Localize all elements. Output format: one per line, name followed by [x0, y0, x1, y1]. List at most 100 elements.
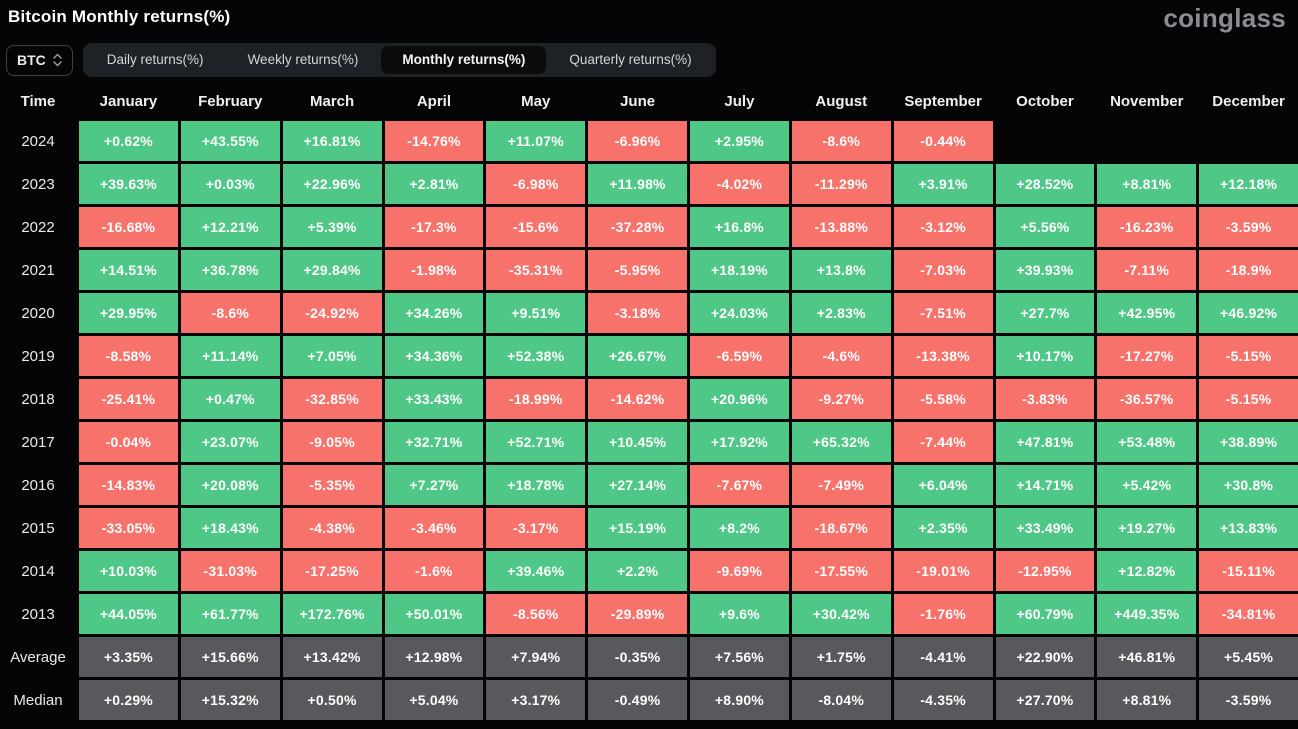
return-cell: -34.81% — [1199, 594, 1298, 634]
return-cell: +3.17% — [486, 680, 586, 720]
return-cell: +27.7% — [995, 293, 1095, 333]
return-cell: -4.41% — [893, 637, 993, 677]
return-cell: +5.56% — [995, 207, 1095, 247]
return-cell: -4.02% — [690, 164, 789, 204]
return-cell: +39.63% — [79, 164, 178, 204]
return-cell: +1.75% — [791, 637, 891, 677]
return-cell: +30.42% — [791, 594, 891, 634]
tab-daily-returns[interactable]: Daily returns(%) — [86, 46, 225, 74]
return-cell: -31.03% — [180, 551, 280, 591]
return-cell: +39.93% — [995, 250, 1095, 290]
return-cell: +8.2% — [690, 508, 789, 548]
return-cell: -5.15% — [1199, 336, 1298, 376]
return-cell: +52.71% — [486, 422, 586, 462]
return-cell: +2.83% — [791, 293, 891, 333]
month-column-header: June — [620, 92, 656, 110]
return-cell: +18.43% — [180, 508, 280, 548]
return-cell: +33.49% — [995, 508, 1095, 548]
return-cell: -15.6% — [486, 207, 586, 247]
return-cell: -35.31% — [486, 250, 586, 290]
return-cell: +15.32% — [180, 680, 280, 720]
return-cell: +12.21% — [180, 207, 280, 247]
return-cell: -14.62% — [588, 379, 687, 419]
row-label: Average — [10, 648, 66, 666]
return-cell: +3.91% — [893, 164, 993, 204]
return-cell: +52.38% — [486, 336, 586, 376]
return-cell: +172.76% — [282, 594, 382, 634]
return-cell: +10.17% — [995, 336, 1095, 376]
return-cell: +6.04% — [893, 465, 993, 505]
return-cell: +22.96% — [282, 164, 382, 204]
return-cell: -16.23% — [1097, 207, 1197, 247]
return-cell: +2.81% — [384, 164, 484, 204]
controls-row: BTC Daily returns(%) Weekly returns(%) M… — [0, 42, 1298, 78]
return-cell: +10.03% — [79, 551, 178, 591]
return-cell: -32.85% — [282, 379, 382, 419]
row-label: 2014 — [21, 562, 55, 580]
return-cell: +53.48% — [1097, 422, 1197, 462]
return-cell: -5.35% — [282, 465, 382, 505]
return-cell: +13.83% — [1199, 508, 1298, 548]
return-cell: +0.03% — [180, 164, 280, 204]
return-cell: +10.45% — [588, 422, 687, 462]
month-column-header: May — [521, 92, 551, 110]
return-cell: +11.14% — [180, 336, 280, 376]
month-column-header: August — [815, 92, 868, 110]
return-cell: -8.58% — [79, 336, 178, 376]
return-cell: -7.03% — [893, 250, 993, 290]
return-cell: +9.6% — [690, 594, 789, 634]
return-cell: -37.28% — [588, 207, 687, 247]
return-cell: +28.52% — [995, 164, 1095, 204]
return-cell: +20.96% — [690, 379, 789, 419]
month-column-header: November — [1110, 92, 1184, 110]
row-label: 2019 — [21, 347, 55, 365]
return-cell: -1.76% — [893, 594, 993, 634]
return-cell: +2.2% — [588, 551, 687, 591]
return-cell: +39.46% — [486, 551, 586, 591]
return-cell: -0.49% — [588, 680, 687, 720]
return-cell: -17.55% — [791, 551, 891, 591]
period-tabs: Daily returns(%) Weekly returns(%) Month… — [82, 43, 716, 77]
row-label: 2023 — [21, 175, 55, 193]
return-cell: +2.35% — [893, 508, 993, 548]
return-cell: +34.36% — [384, 336, 484, 376]
return-cell: -19.01% — [893, 551, 993, 591]
return-cell: -7.11% — [1097, 250, 1197, 290]
return-cell: +12.82% — [1097, 551, 1197, 591]
return-cell: -12.95% — [995, 551, 1095, 591]
tab-weekly-returns[interactable]: Weekly returns(%) — [227, 46, 380, 74]
return-cell: +8.81% — [1097, 680, 1197, 720]
return-cell: +18.19% — [690, 250, 789, 290]
return-cell: +30.8% — [1199, 465, 1298, 505]
return-cell: +24.03% — [690, 293, 789, 333]
return-cell — [1097, 121, 1196, 161]
return-cell: -4.35% — [893, 680, 993, 720]
return-cell: -8.04% — [791, 680, 891, 720]
return-cell: +9.51% — [486, 293, 586, 333]
return-cell: +34.26% — [384, 293, 484, 333]
return-cell: -1.6% — [384, 551, 484, 591]
return-cell — [1199, 121, 1298, 161]
return-cell: -3.59% — [1199, 680, 1298, 720]
return-cell: +15.19% — [588, 508, 687, 548]
return-cell: +33.43% — [384, 379, 484, 419]
return-cell: +5.45% — [1199, 637, 1298, 677]
return-cell: -33.05% — [79, 508, 178, 548]
tab-monthly-returns[interactable]: Monthly returns(%) — [381, 46, 547, 74]
row-label: 2017 — [21, 433, 55, 451]
return-cell: +18.78% — [486, 465, 586, 505]
tab-quarterly-returns[interactable]: Quarterly returns(%) — [548, 46, 712, 74]
return-cell: +0.62% — [79, 121, 178, 161]
return-cell: -9.69% — [690, 551, 789, 591]
return-cell: -6.59% — [690, 336, 789, 376]
return-cell: +20.08% — [180, 465, 280, 505]
coin-select[interactable]: BTC — [6, 44, 73, 76]
return-cell: +61.77% — [180, 594, 280, 634]
coin-select-label: BTC — [17, 52, 46, 68]
return-cell: +38.89% — [1199, 422, 1298, 462]
return-cell: +65.32% — [791, 422, 891, 462]
month-column-header: July — [724, 92, 755, 110]
return-cell: -4.38% — [282, 508, 382, 548]
return-cell: -17.27% — [1097, 336, 1197, 376]
updown-chevron-icon — [53, 53, 62, 67]
